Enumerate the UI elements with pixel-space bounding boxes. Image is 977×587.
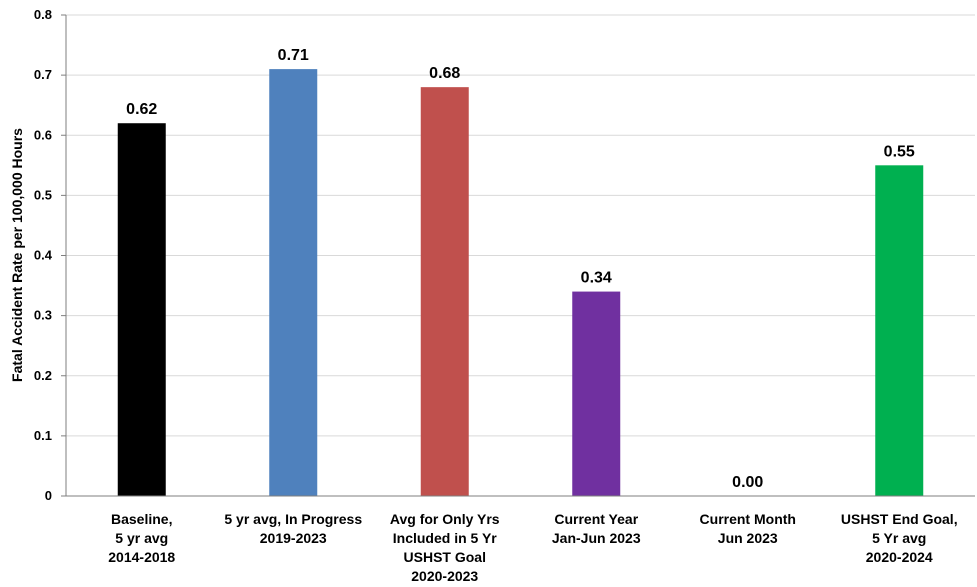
data-label: 0.71 [278, 47, 309, 64]
data-label: 0.68 [429, 65, 460, 82]
category-labels: Baseline, 5 yr avg 2014-2018 5 yr avg, In P… [108, 511, 957, 584]
x-tick-label-line: Jan-Jun 2023 [552, 530, 641, 546]
x-tick-label-line: USHST End Goal, [841, 511, 958, 527]
bar [875, 165, 924, 496]
x-tick-label: Baseline, 5 yr avg 2014-2018 [108, 511, 175, 565]
x-tick-label: Avg for Only Yrs Included in 5 Yr USHST Go… [390, 511, 500, 584]
x-tick-label-line: 5 yr avg [115, 530, 168, 546]
x-tick-label-line: 2014-2018 [108, 549, 175, 565]
x-tick-label-line: 5 yr avg, In Progress [224, 511, 362, 527]
y-tick-labels: 0 0.1 0.2 0.3 0.4 0.5 0.6 0.7 0.8 [34, 7, 53, 503]
y-tick-label: 0.3 [34, 308, 52, 323]
x-tick-label: Current Year Jan-Jun 2023 [552, 511, 641, 546]
x-tick-label-line: Current Year [554, 511, 638, 527]
data-label: 0.55 [884, 143, 915, 160]
x-tick-label-line: 2020-2024 [866, 549, 933, 565]
x-tick-label: USHST End Goal, 5 Yr avg 2020-2024 [841, 511, 958, 565]
y-tick-label: 0.4 [34, 248, 53, 263]
x-tick-label-line: USHST Goal [404, 549, 486, 565]
y-tick-label: 0.1 [34, 428, 52, 443]
bar [572, 291, 621, 496]
gridlines [66, 14, 975, 437]
bar [117, 123, 166, 496]
data-label: 0.00 [732, 474, 763, 491]
y-tick-label: 0.7 [34, 67, 52, 82]
y-tick-label: 0.5 [34, 187, 52, 202]
data-labels: 0.62 0.71 0.68 0.34 0.00 0.55 [126, 47, 915, 491]
x-tick-label-line: Current Month [700, 511, 796, 527]
y-tick-label: 0.6 [34, 127, 52, 142]
x-tick-label-line: 2020-2023 [411, 568, 478, 584]
data-label: 0.62 [126, 101, 157, 118]
y-tick-label: 0.2 [34, 368, 52, 383]
y-axis-title: Fatal Accident Rate per 100,000 Hours [9, 128, 25, 382]
bar [420, 87, 469, 497]
x-tick-label-line: 5 Yr avg [872, 530, 926, 546]
x-tick-label: Current Month Jun 2023 [700, 511, 796, 546]
y-tick-label: 0.8 [34, 7, 52, 22]
x-tick-label-line: Included in 5 Yr [393, 530, 498, 546]
x-tick-label-line: Avg for Only Yrs [390, 511, 500, 527]
x-tick-label-line: 2019-2023 [260, 530, 327, 546]
y-tick-label: 0 [45, 488, 52, 503]
x-tick-label-line: Jun 2023 [718, 530, 778, 546]
x-tick-label-line: Baseline, [111, 511, 172, 527]
data-label: 0.34 [581, 270, 612, 287]
axes [61, 14, 975, 497]
bar [269, 69, 318, 497]
x-tick-label: 5 yr avg, In Progress 2019-2023 [224, 511, 362, 546]
bars [117, 69, 924, 497]
